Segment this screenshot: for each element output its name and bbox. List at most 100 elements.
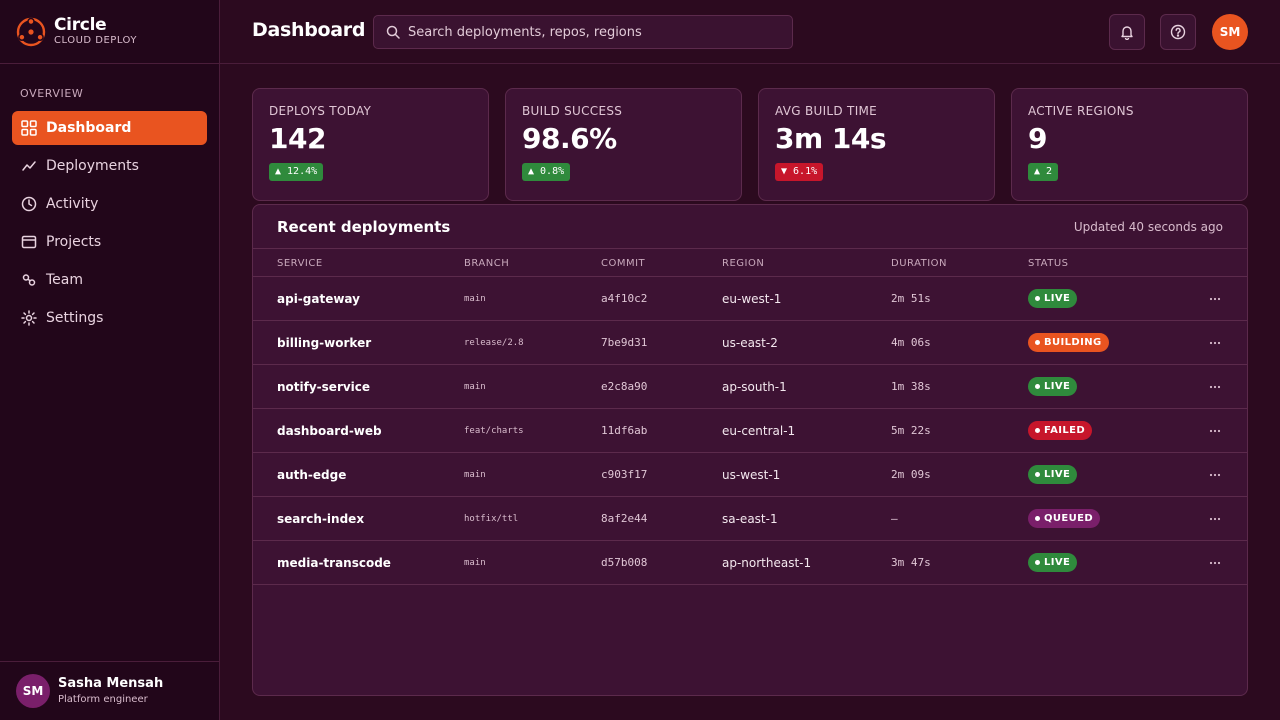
status-badge: LIVE — [1028, 289, 1078, 308]
notifications-button[interactable] — [1109, 14, 1145, 50]
stat-card-build-success: BUILD SUCCESS 98.6% ▲ 0.8% — [505, 88, 742, 201]
service-name: dashboard-web — [277, 423, 382, 438]
commit-hash: 7be9d31 — [601, 336, 648, 349]
folder-icon — [20, 233, 38, 251]
sidebar-nav: Dashboard Deployments Activity — [12, 111, 207, 339]
table-row[interactable]: notify-service main e2c8a90 ap-south-1 1m 38… — [253, 365, 1247, 409]
column-header-status[interactable]: STATUS — [1028, 258, 1069, 269]
sidebar-item-settings[interactable]: Settings — [12, 301, 207, 335]
top-header: Dashboard SM — [220, 0, 1280, 64]
stat-card-avg-build-time: AVG BUILD TIME 3m 14s ▼ 6.1% — [758, 88, 995, 201]
avatar: SM — [16, 674, 50, 708]
table-row[interactable]: auth-edge main c903f17 us-west-1 2m 09s LIVE — [253, 453, 1247, 497]
region-name: us-east-2 — [722, 335, 778, 350]
table-row[interactable]: billing-worker release/2.8 7be9d31 us-east-… — [253, 321, 1247, 365]
status-badge: LIVE — [1028, 377, 1078, 396]
sidebar-item-activity[interactable]: Activity — [12, 187, 207, 221]
more-horizontal-icon — [1209, 473, 1221, 476]
duration-value: 1m 38s — [891, 380, 931, 393]
stat-label: DEPLOYS TODAY — [269, 104, 372, 118]
duration-value: 2m 51s — [891, 292, 931, 305]
commit-hash: a4f10c2 — [601, 292, 648, 305]
search-input[interactable] — [408, 24, 788, 40]
status-dot-icon — [1035, 296, 1040, 301]
user-role: Platform engineer — [58, 694, 148, 705]
status-badge: LIVE — [1028, 553, 1078, 572]
row-more-button[interactable] — [1209, 321, 1221, 364]
branch-name: main — [464, 381, 486, 392]
row-more-button[interactable] — [1209, 365, 1221, 408]
table-row[interactable]: api-gateway main a4f10c2 eu-west-1 2m 51s LIV… — [253, 277, 1247, 321]
grid-icon — [20, 119, 38, 137]
region-name: us-west-1 — [722, 467, 781, 482]
user-name: Sasha Mensah — [58, 676, 164, 691]
service-name: search-index — [277, 511, 365, 526]
region-name: eu-west-1 — [722, 291, 782, 306]
column-header-region[interactable]: REGION — [722, 258, 765, 269]
circle-logo-icon — [16, 17, 46, 46]
current-user[interactable]: SM Sasha Mensah Platform engineer — [0, 661, 219, 720]
sidebar-item-label: Projects — [46, 234, 102, 250]
table-row[interactable]: media-transcode main d57b008 ap-northeast-1… — [253, 541, 1247, 585]
row-more-button[interactable] — [1209, 277, 1221, 320]
sidebar-item-dashboard[interactable]: Dashboard — [12, 111, 207, 145]
stat-value: 98.6% — [522, 122, 617, 155]
table-row[interactable]: dashboard-web feat/charts 11df6ab eu-centra… — [253, 409, 1247, 453]
column-header-commit[interactable]: COMMIT — [601, 258, 646, 269]
sidebar-item-deployments[interactable]: Deployments — [12, 149, 207, 183]
help-icon — [1170, 24, 1186, 40]
sidebar-item-team[interactable]: Team — [12, 263, 207, 297]
duration-value: 2m 09s — [891, 468, 931, 481]
duration-value: 5m 22s — [891, 424, 931, 437]
region-name: ap-northeast-1 — [722, 555, 812, 570]
service-name: auth-edge — [277, 467, 347, 482]
clock-icon — [20, 195, 38, 213]
sidebar-item-label: Settings — [46, 310, 104, 326]
brand[interactable]: Circle CLOUD DEPLOY — [0, 0, 219, 64]
status-cell: LIVE — [1028, 277, 1078, 320]
sidebar: Circle CLOUD DEPLOY OVERVIEW Dashboard D… — [0, 0, 220, 720]
row-more-button[interactable] — [1209, 541, 1221, 584]
column-header-service[interactable]: SERVICE — [277, 258, 323, 269]
recent-deployments-panel: Recent deployments Updated 40 seconds ag… — [252, 204, 1248, 696]
stat-value: 142 — [269, 122, 326, 155]
stat-delta-badge: ▲ 0.8% — [522, 163, 571, 181]
status-cell: QUEUED — [1028, 497, 1101, 540]
column-header-branch[interactable]: BRANCH — [464, 258, 510, 269]
commit-hash: c903f17 — [601, 468, 648, 481]
branch-name: main — [464, 293, 486, 304]
stat-value: 9 — [1028, 122, 1047, 155]
status-badge: QUEUED — [1028, 509, 1101, 528]
sidebar-item-label: Activity — [46, 196, 99, 212]
column-header-duration[interactable]: DURATION — [891, 258, 948, 269]
more-horizontal-icon — [1209, 429, 1221, 432]
row-more-button[interactable] — [1209, 497, 1221, 540]
page-title: Dashboard — [252, 19, 366, 41]
status-badge: LIVE — [1028, 465, 1078, 484]
branch-name: feat/charts — [464, 425, 524, 436]
status-label: LIVE — [1044, 557, 1071, 568]
search-bar[interactable] — [373, 15, 793, 49]
table-header: SERVICE BRANCH COMMIT REGION DURATION ST… — [253, 248, 1247, 277]
sidebar-item-label: Deployments — [46, 158, 139, 174]
more-horizontal-icon — [1209, 561, 1221, 564]
row-more-button[interactable] — [1209, 453, 1221, 496]
status-cell: LIVE — [1028, 365, 1078, 408]
panel-title: Recent deployments — [277, 218, 451, 236]
table-row[interactable]: search-index hotfix/ttl 8af2e44 sa-east-1 – Q… — [253, 497, 1247, 541]
status-cell: LIVE — [1028, 453, 1078, 496]
header-avatar[interactable]: SM — [1212, 14, 1248, 50]
status-badge: BUILDING — [1028, 333, 1109, 352]
status-label: LIVE — [1044, 293, 1071, 304]
trend-icon — [20, 157, 38, 175]
status-label: LIVE — [1044, 381, 1071, 392]
help-button[interactable] — [1160, 14, 1196, 50]
branch-name: main — [464, 557, 486, 568]
stat-card-active-regions: ACTIVE REGIONS 9 ▲ 2 — [1011, 88, 1248, 201]
sidebar-item-projects[interactable]: Projects — [12, 225, 207, 259]
row-more-button[interactable] — [1209, 409, 1221, 452]
team-icon — [20, 271, 38, 289]
region-name: eu-central-1 — [722, 423, 796, 438]
status-dot-icon — [1035, 472, 1040, 477]
more-horizontal-icon — [1209, 385, 1221, 388]
